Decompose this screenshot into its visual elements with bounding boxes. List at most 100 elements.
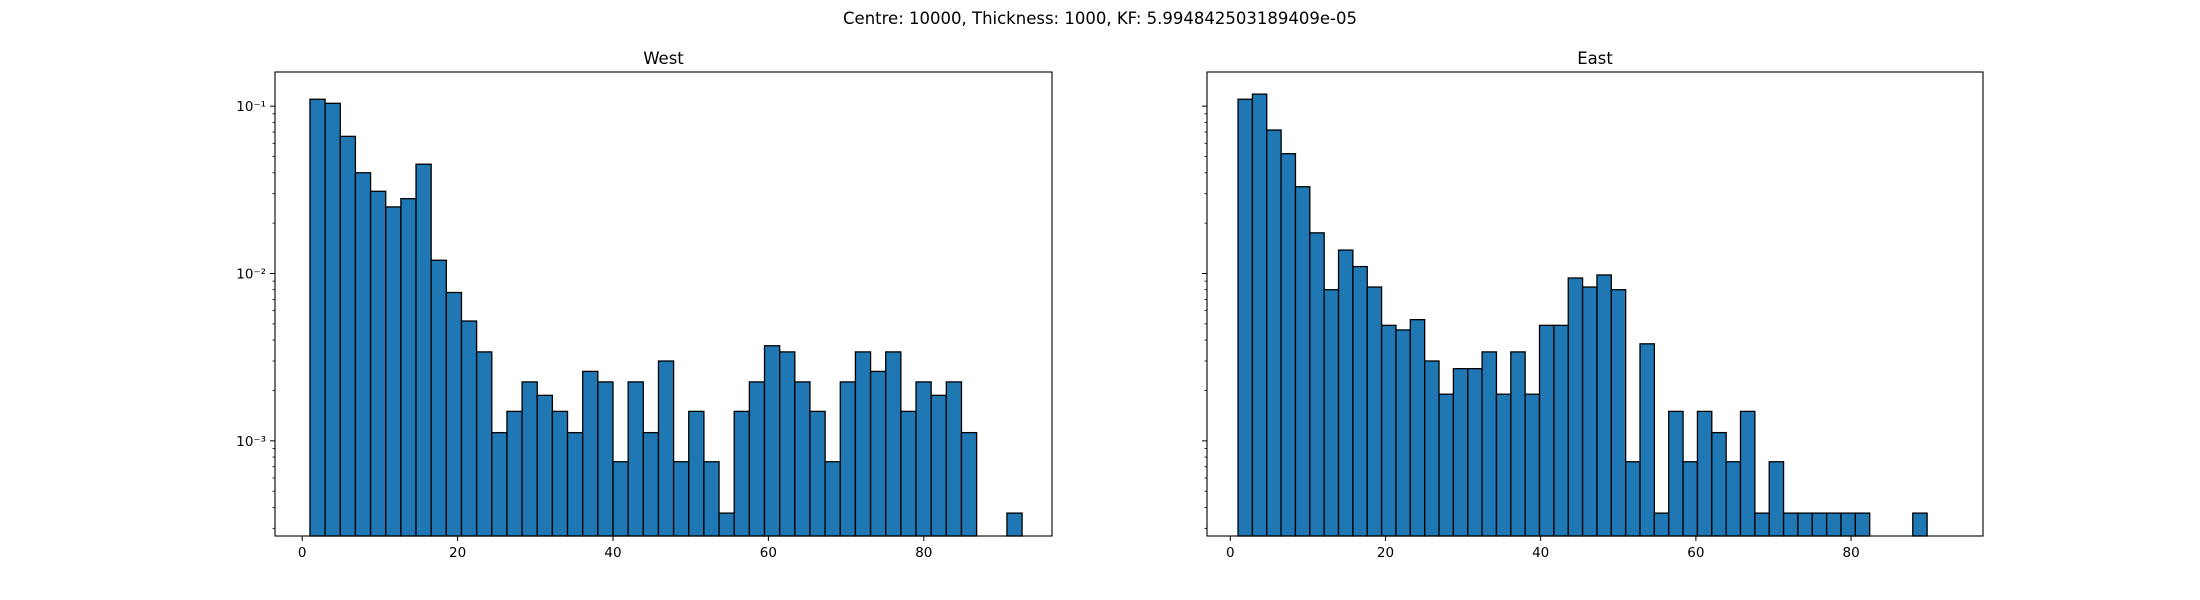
histogram-bar <box>1251 93 1268 537</box>
histogram-bar <box>566 431 584 537</box>
histogram-bar <box>1280 153 1297 537</box>
histogram-bar <box>1725 461 1742 537</box>
histogram-bar <box>1337 249 1354 537</box>
histogram-bar <box>1395 329 1411 537</box>
histogram-bar <box>1424 360 1440 537</box>
histogram-bar <box>960 431 978 537</box>
histogram-bar <box>385 206 402 537</box>
histogram-bar <box>1739 410 1756 537</box>
x-tick-label: 80 <box>915 545 932 561</box>
x-tick-label: 80 <box>1842 545 1859 561</box>
histogram-bar <box>733 410 751 537</box>
histogram-bar <box>1567 277 1584 537</box>
histogram-bar <box>1409 318 1426 537</box>
histogram-bar <box>1309 232 1325 537</box>
histogram-bar <box>1366 286 1383 537</box>
histogram-bar <box>491 431 508 537</box>
histogram-bar <box>1840 512 1856 537</box>
histogram-bar <box>718 512 735 537</box>
histogram-bar <box>885 351 902 537</box>
subplot-title: East <box>1577 49 1613 68</box>
histogram-bar <box>1352 265 1368 537</box>
histogram-bar <box>1467 368 1483 537</box>
histogram-bar <box>1639 343 1656 537</box>
x-tick-label: 20 <box>1377 545 1394 561</box>
histogram-bar <box>415 163 432 537</box>
histogram-bar <box>1596 274 1612 537</box>
histogram-bar <box>869 370 887 537</box>
histogram-bar <box>1538 324 1555 537</box>
histogram-bar <box>612 461 629 537</box>
histogram-bar <box>748 381 766 537</box>
histogram-bar <box>369 190 387 537</box>
x-tick-label: 0 <box>298 545 307 561</box>
histogram-bar <box>475 351 493 537</box>
x-tick-label: 60 <box>760 545 777 561</box>
histogram-bar <box>779 351 796 537</box>
histogram-bar <box>1754 512 1770 537</box>
histogram-bar <box>824 461 841 537</box>
histogram-bar <box>582 370 599 537</box>
figure-title: Centre: 10000, Thickness: 1000, KF: 5.99… <box>843 9 1357 28</box>
histogram-bar <box>1581 286 1598 537</box>
histogram-bar <box>672 461 690 537</box>
histogram-bar <box>703 461 720 537</box>
histogram-bar <box>1380 324 1397 537</box>
histogram-bar <box>1006 512 1023 537</box>
histogram-bar <box>597 381 614 537</box>
histogram-bar <box>309 98 326 537</box>
histogram-bar <box>763 345 781 537</box>
histogram-bar <box>1294 186 1311 537</box>
histogram-bar <box>930 394 947 537</box>
histogram-bar <box>1438 393 1455 537</box>
y-tick-label: 10⁻² <box>236 267 266 283</box>
subplot-west: West 0 20 40 60 80 10⁻³ 10⁻² 10⁻¹ <box>236 49 1053 561</box>
histogram-bar <box>1237 98 1254 537</box>
x-tick-label: 20 <box>449 545 466 561</box>
histogram-bar <box>339 135 357 537</box>
histogram-bar <box>642 431 660 537</box>
histogram-bar <box>900 410 917 537</box>
x-tick-label: 40 <box>1532 545 1549 561</box>
subplot-title: West <box>643 49 684 68</box>
histogram-bar <box>1510 351 1526 537</box>
histogram-bar <box>1696 410 1713 537</box>
histogram-bar <box>1854 512 1871 537</box>
histogram-bar <box>521 381 538 537</box>
histogram-bar <box>400 198 417 537</box>
x-tick-label: 60 <box>1687 545 1704 561</box>
histogram-bar <box>1266 129 1282 537</box>
histogram-bar <box>945 381 963 537</box>
y-tick-label: 10⁻¹ <box>236 99 266 115</box>
histogram-bar <box>445 291 463 537</box>
histogram-bar <box>1682 461 1699 537</box>
histogram-bar <box>854 351 872 537</box>
histogram-bar <box>1797 512 1813 537</box>
histogram-bar <box>1553 324 1569 537</box>
histogram-bar <box>1452 368 1469 537</box>
histogram-bar <box>1323 289 1340 537</box>
axes-frame <box>1206 71 1984 537</box>
histogram-bar <box>657 360 675 537</box>
histogram-bar <box>1524 393 1541 537</box>
subplot-east: East 0 20 40 60 80 <box>1202 49 1984 561</box>
axes-frame <box>274 71 1053 537</box>
histogram-bar <box>794 381 811 537</box>
histogram-bar <box>809 410 826 537</box>
histogram-bar <box>551 410 569 537</box>
histogram-bar <box>1610 289 1627 537</box>
histogram-bar <box>1912 512 1928 537</box>
x-tick-label: 0 <box>1226 545 1235 561</box>
histogram-bar <box>1782 512 1799 537</box>
histogram-bar <box>1768 461 1785 537</box>
histogram-bar <box>1495 393 1512 537</box>
histogram-bar <box>1811 512 1828 537</box>
histogram-bar <box>460 320 478 537</box>
histogram-bar <box>1668 410 1684 537</box>
histogram-bar <box>688 410 705 537</box>
histogram-bar <box>1481 351 1498 537</box>
histogram-bar <box>324 102 341 537</box>
y-tick-label: 10⁻³ <box>236 434 266 450</box>
histogram-bar <box>627 381 644 537</box>
